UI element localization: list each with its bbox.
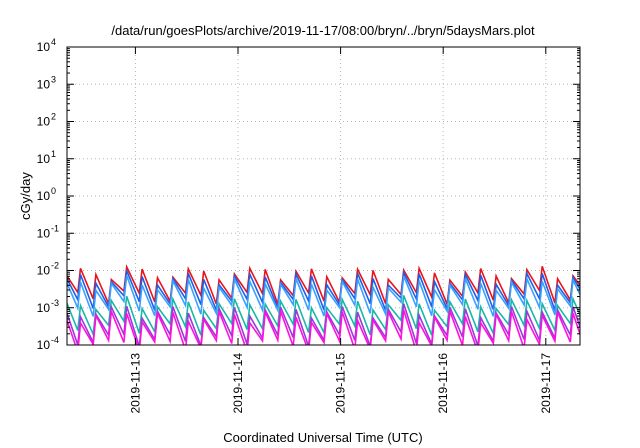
y-tick-exponent: -2 [51,261,59,271]
x-axis: 2019-11-13 2019-11-14 2019-11-15 2019-11-16… [128,47,553,414]
x-tick-label: 2019-11-17 [539,353,553,414]
y-axis-label: cGy/day [18,172,33,220]
series-group [67,264,580,345]
y-tick-label: 10 [37,77,51,91]
x-tick-label: 2019-11-14 [231,353,245,414]
y-tick-label: 10 [37,115,51,129]
y-tick-label: 10 [37,301,51,315]
x-tick-label: 2019-11-13 [128,353,142,414]
chart-title: /data/run/goesPlots/archive/2019-11-17/0… [111,23,535,38]
y-tick-label: 10 [37,40,51,54]
series-line [67,264,580,307]
y-tick-exponent: -4 [51,335,59,345]
y-tick-exponent: 2 [51,112,56,122]
y-tick-label: 10 [37,338,51,352]
y-tick-label: 10 [37,226,51,240]
x-tick-label: 2019-11-15 [334,353,348,414]
y-tick-exponent: 3 [51,74,56,84]
y-tick-exponent: -3 [51,298,59,308]
series-line [67,308,580,345]
y-tick-exponent: 0 [51,186,56,196]
y-tick-label: 10 [37,264,51,278]
y-tick-exponent: 1 [51,149,56,159]
y-tick-exponent: 4 [51,37,56,47]
x-tick-label: 2019-11-16 [436,353,450,414]
y-tick-exponent: -1 [51,223,59,233]
x-axis-label: Coordinated Universal Time (UTC) [223,430,422,445]
y-tick-label: 10 [37,152,51,166]
series-line [67,275,580,318]
y-tick-label: 10 [37,189,51,203]
